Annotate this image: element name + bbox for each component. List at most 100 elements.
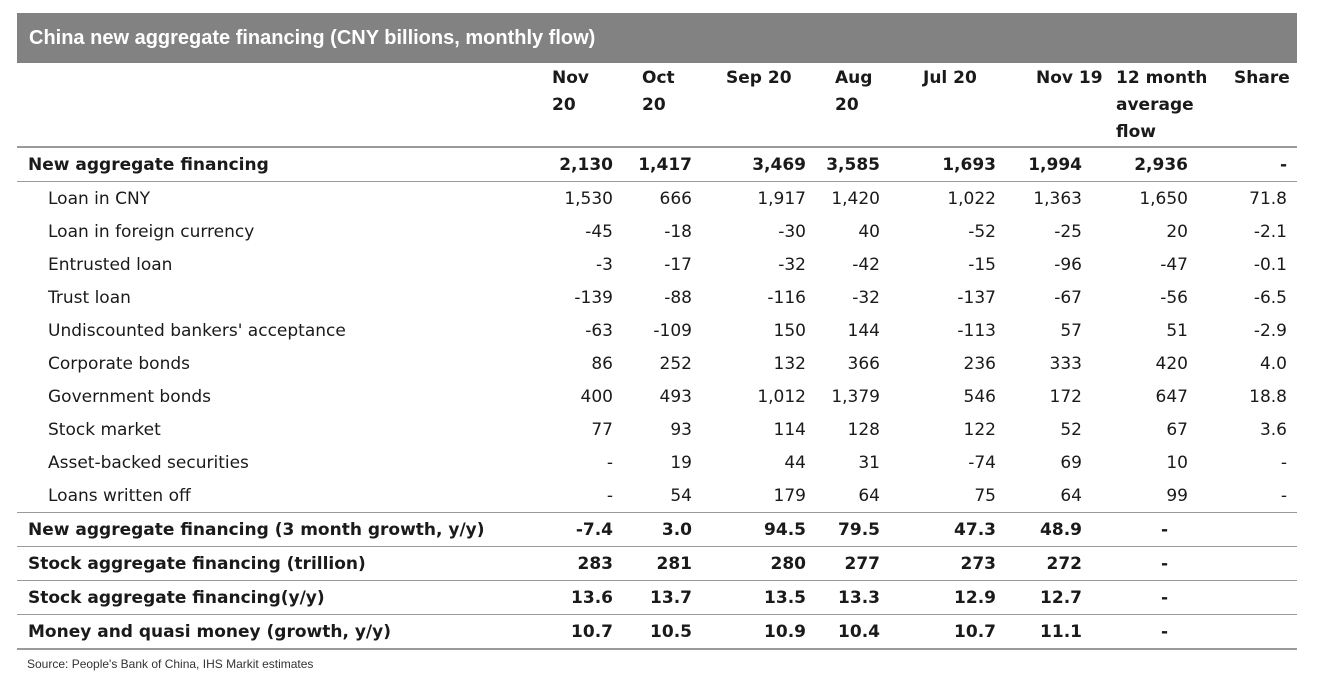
value-cell: -109: [653, 320, 692, 341]
value-cell: -0.1: [1253, 254, 1287, 275]
value-cell: -67: [1054, 287, 1082, 308]
value-cell: 10.7: [571, 621, 613, 642]
value-cell: 13.7: [650, 587, 692, 608]
value-cell: 64: [1060, 485, 1082, 506]
value-cell: 236: [963, 353, 996, 374]
value-cell: 1,650: [1139, 188, 1188, 209]
source-note: Source: People's Bank of China, IHS Mark…: [27, 657, 314, 671]
table-row: Entrusted loan -3 -17 -32 -42 -15 -96 -47 -0.1: [17, 248, 1297, 281]
value-cell: -113: [957, 320, 996, 341]
row-label: Loan in CNY: [48, 188, 151, 209]
value-cell: 12.9: [954, 587, 996, 608]
value-cell: 277: [844, 553, 881, 574]
row-label: Stock aggregate financing(y/y): [28, 587, 325, 608]
table-row: Loan in foreign currency -45 -18 -30 40 -52 -2…: [17, 215, 1297, 248]
value-cell: 273: [960, 553, 997, 574]
table-row: New aggregate financing (3 month growth,…: [17, 513, 1297, 547]
table-body: New aggregate financing 2,130 1,417 3,469 3,…: [17, 147, 1297, 649]
column-header-line: Sep 20: [726, 68, 792, 88]
value-cell: 13.6: [571, 587, 613, 608]
value-cell: 11.1: [1040, 621, 1082, 642]
column-header-line: Oct: [642, 68, 675, 88]
value-cell: 1,417: [638, 154, 692, 175]
row-label: Stock aggregate financing (trillion): [28, 553, 366, 574]
value-cell: 666: [659, 188, 692, 209]
row-label: Undiscounted bankers' acceptance: [48, 320, 346, 341]
header-row: Nov 20 Oct 20 Sep 20 Aug 20 Jul 20 Nov 19 1…: [17, 63, 1297, 147]
value-cell: 86: [591, 353, 613, 374]
table-row: New aggregate financing 2,130 1,417 3,469 3,…: [17, 147, 1297, 182]
value-cell: 150: [773, 320, 806, 341]
table-row: Government bonds 400 493 1,012 1,379 546 172 64…: [17, 380, 1297, 413]
value-cell: 1,363: [1033, 188, 1082, 209]
column-header-12-month-average: 12 month average flow: [1097, 63, 1212, 147]
value-cell: -32: [852, 287, 880, 308]
column-header-line: Aug: [835, 68, 873, 88]
value-cell: 64: [858, 485, 880, 506]
column-header-line: average: [1116, 95, 1194, 115]
value-cell: 2,130: [559, 154, 613, 175]
value-cell: -18: [664, 221, 692, 242]
value-cell: -: [1160, 519, 1168, 540]
row-label: New aggregate financing: [28, 154, 269, 175]
header-label-cell: [17, 63, 532, 147]
value-cell: 99: [1166, 485, 1188, 506]
value-cell: 3,469: [752, 154, 806, 175]
value-cell: 252: [659, 353, 692, 374]
value-cell: 2,936: [1134, 154, 1188, 175]
value-cell: 546: [963, 386, 996, 407]
value-cell: 54: [670, 485, 692, 506]
value-cell: -2.9: [1253, 320, 1287, 341]
value-cell: -: [1280, 452, 1287, 473]
value-cell: 40: [858, 221, 880, 242]
table-row: Money and quasi money (growth, y/y) 10.7 1…: [17, 615, 1297, 649]
value-cell: 1,693: [942, 154, 996, 175]
value-cell: -: [1160, 587, 1168, 608]
value-cell: 10: [1166, 452, 1188, 473]
value-cell: 10.7: [954, 621, 996, 642]
row-label: Trust loan: [48, 287, 131, 308]
value-cell: 114: [773, 419, 806, 440]
value-cell: -17: [664, 254, 692, 275]
value-cell: 1,917: [757, 188, 806, 209]
value-cell: 44: [784, 452, 806, 473]
table-container: China new aggregate financing (CNY billi…: [17, 13, 1297, 671]
value-cell: 93: [670, 419, 692, 440]
value-cell: -52: [968, 221, 996, 242]
value-cell: 71.8: [1249, 188, 1287, 209]
value-cell: 10.9: [764, 621, 806, 642]
value-cell: 10.5: [650, 621, 692, 642]
value-cell: -88: [664, 287, 692, 308]
value-cell: -6.5: [1253, 287, 1287, 308]
value-cell: -7.4: [575, 519, 613, 540]
value-cell: 1,012: [757, 386, 806, 407]
row-label: Asset-backed securities: [48, 452, 249, 473]
row-label: Loan in foreign currency: [48, 221, 255, 242]
column-header-line: Nov 19: [1036, 68, 1103, 88]
financing-table: Nov 20 Oct 20 Sep 20 Aug 20 Jul 20 Nov 19 1…: [17, 63, 1297, 650]
table-row: Loan in CNY 1,530 666 1,917 1,420 1,022 1,363 1…: [17, 182, 1297, 216]
value-cell: 31: [858, 452, 880, 473]
value-cell: 172: [1049, 386, 1082, 407]
value-cell: -45: [585, 221, 613, 242]
value-cell: -30: [778, 221, 806, 242]
column-header-line: 20: [835, 95, 859, 115]
column-header-line: flow: [1116, 122, 1156, 142]
value-cell: -2.1: [1253, 221, 1287, 242]
value-cell: 67: [1166, 419, 1188, 440]
value-cell: 1,022: [947, 188, 996, 209]
column-header-line: Share: [1234, 68, 1290, 88]
value-cell: -25: [1054, 221, 1082, 242]
value-cell: 3.6: [1259, 419, 1287, 440]
value-cell: 283: [577, 553, 614, 574]
value-cell: -: [1280, 485, 1287, 506]
value-cell: 1,379: [831, 386, 880, 407]
value-cell: -: [1160, 553, 1168, 574]
value-cell: 1,530: [564, 188, 613, 209]
row-label: Money and quasi money (growth, y/y): [28, 621, 391, 642]
table-title: China new aggregate financing (CNY billi…: [17, 13, 1297, 63]
column-header-aug20: Aug 20: [820, 63, 898, 147]
value-cell: -42: [852, 254, 880, 275]
value-cell: [1212, 581, 1297, 615]
value-cell: -116: [767, 287, 806, 308]
